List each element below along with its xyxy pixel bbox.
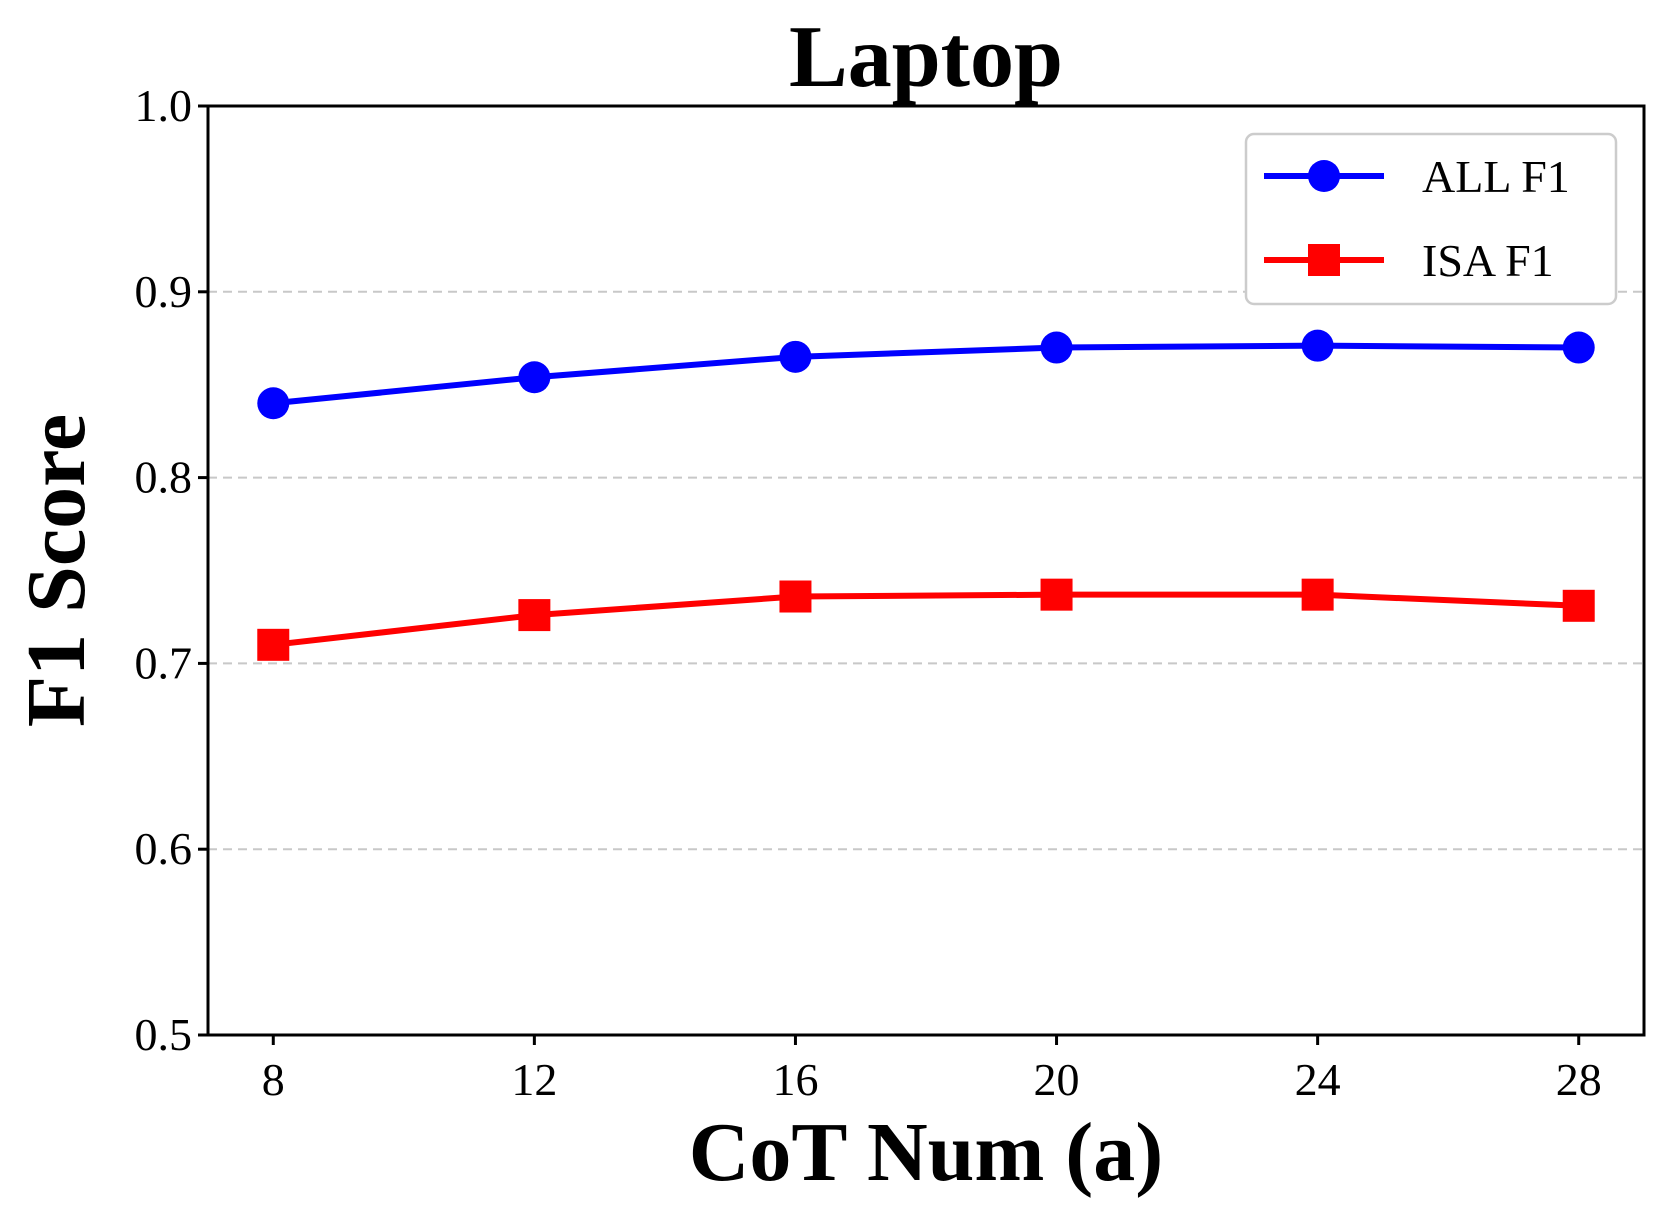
data-point <box>1040 578 1073 611</box>
legend-marker <box>1308 244 1340 276</box>
data-point <box>1562 589 1595 622</box>
y-tick-label: 0.5 <box>135 1009 193 1060</box>
data-point <box>779 340 812 373</box>
y-tick-label: 0.8 <box>135 452 193 503</box>
x-tick-label: 24 <box>1295 1054 1341 1105</box>
x-tick-label: 16 <box>772 1054 818 1105</box>
legend-label: ALL F1 <box>1422 151 1570 202</box>
data-point <box>257 628 290 661</box>
y-tick-label: 0.7 <box>135 637 193 688</box>
series-layer <box>257 329 1595 661</box>
y-axis-label: F1 Score <box>10 414 103 727</box>
axis-ticks: 0.5 0.6 0.7 0.8 0.9 1.0 8 12 16 20 24 28 <box>135 80 1602 1105</box>
legend-item: ISA F1 <box>1264 235 1554 286</box>
legend-label: ISA F1 <box>1422 235 1554 286</box>
legend-marker <box>1308 160 1340 192</box>
legend-item: ALL F1 <box>1264 151 1570 202</box>
x-tick-label: 8 <box>262 1054 285 1105</box>
series-1 <box>257 578 1595 661</box>
x-tick-label: 28 <box>1556 1054 1602 1105</box>
data-point <box>518 361 551 394</box>
y-tick-label: 0.9 <box>135 266 193 317</box>
y-tick-label: 0.6 <box>135 823 193 874</box>
series-0 <box>257 329 1595 420</box>
chart-title: Laptop <box>789 9 1063 106</box>
x-axis-label: CoT Num (a) <box>689 1106 1163 1199</box>
series-line <box>272 342 1579 407</box>
legend: ALL F1 ISA F1 <box>1244 132 1618 306</box>
data-point <box>779 580 812 613</box>
x-tick-label: 20 <box>1034 1054 1080 1105</box>
data-point <box>1562 331 1595 364</box>
grid-lines <box>208 290 1644 851</box>
data-point <box>1040 331 1073 364</box>
data-point <box>518 599 551 632</box>
series-line <box>272 591 1579 648</box>
data-point <box>257 387 290 420</box>
y-tick-label: 1.0 <box>135 80 193 131</box>
x-tick-label: 12 <box>511 1054 557 1105</box>
plot-frame <box>206 104 1646 1037</box>
data-point <box>1301 329 1334 362</box>
data-point <box>1301 578 1334 611</box>
